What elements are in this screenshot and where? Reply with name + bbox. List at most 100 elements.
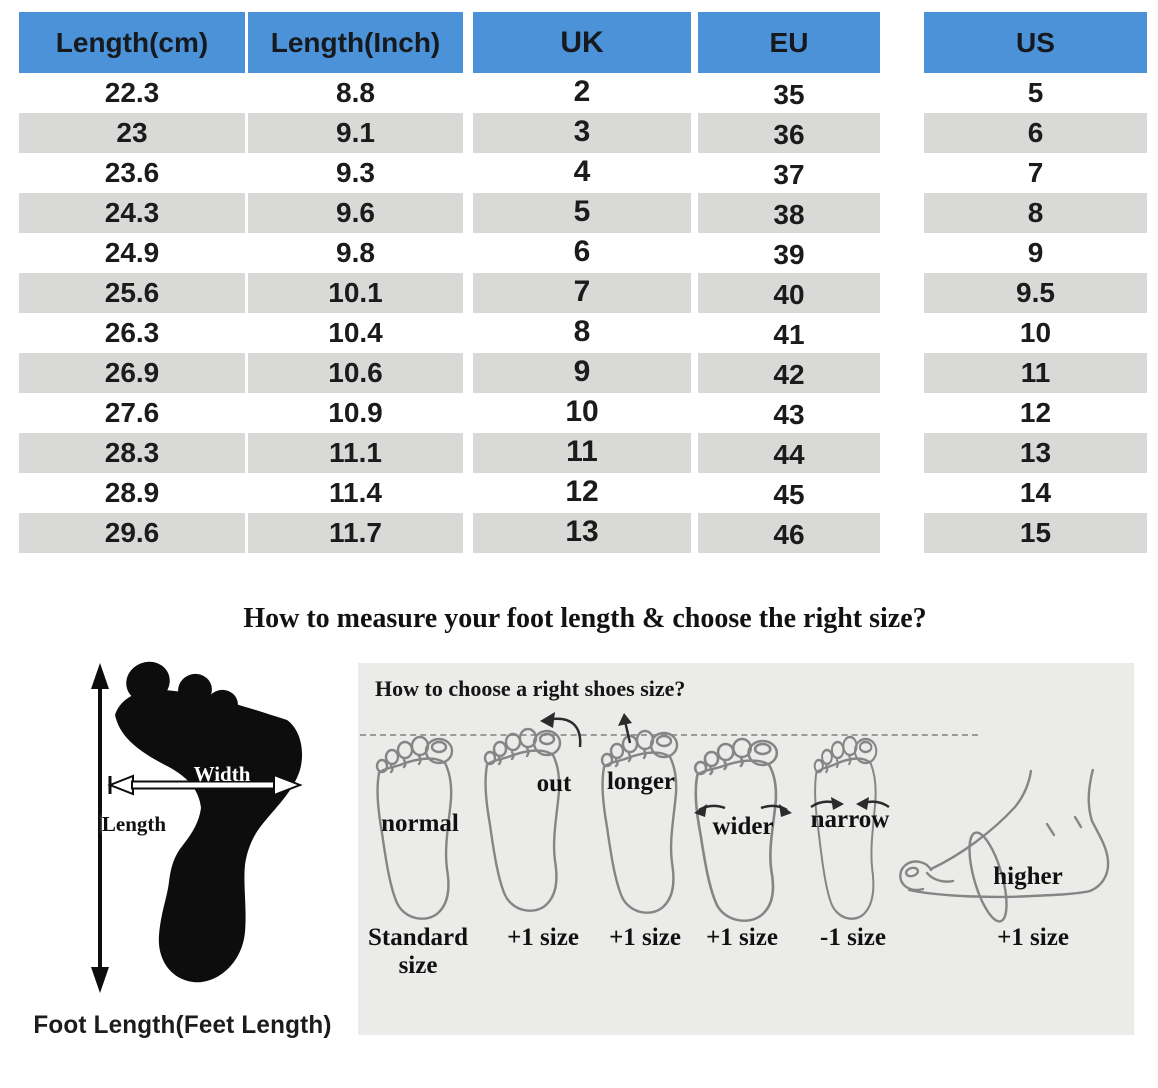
cell-cm: 23: [19, 113, 245, 153]
cell-cm: 29.6: [19, 513, 245, 553]
cell-eu: 41: [773, 319, 805, 350]
table-row: 24.9 9.8 6 39 9: [19, 233, 1147, 273]
cell-inch: 11.1: [248, 433, 463, 473]
cell-us: 8: [924, 193, 1147, 233]
width-arrow-icon: [107, 773, 303, 797]
caption-minus1-narrow: -1 size: [820, 924, 886, 951]
table-row: 26.3 10.4 8 41 10: [19, 313, 1147, 353]
cell-cm: 22.3: [104, 77, 160, 108]
table-row: 24.3 9.6 5 38 8: [19, 193, 1147, 233]
cell-us: 7: [1027, 157, 1044, 188]
cell-uk: 13: [473, 513, 691, 553]
cell-uk: 6: [573, 235, 591, 268]
header-us: US: [924, 12, 1147, 73]
cell-uk: 2: [573, 75, 591, 108]
cell-uk: 8: [573, 315, 591, 348]
footprint-diagram-graphic: [91, 661, 303, 993]
caption-plus1-wider: +1 size: [706, 924, 778, 951]
cell-cm: 24.3: [19, 193, 245, 233]
longer-arrow-icon: [618, 713, 632, 744]
cell-cm: 28.3: [19, 433, 245, 473]
label-out: out: [536, 770, 572, 797]
header-eu: EU: [698, 12, 880, 73]
cell-inch: 9.3: [336, 157, 375, 188]
table-row: 22.3 8.8 2 35 5: [19, 73, 1147, 113]
caption-plus1-higher: +1 size: [997, 924, 1069, 951]
size-conversion-table: Length(cm) Length(Inch) UK EU US 22.3 8.…: [19, 12, 1147, 553]
cell-uk: 4: [573, 155, 591, 188]
header-uk: UK: [473, 12, 691, 73]
shoe-size-guide-panel: How to choose a right shoes size?: [358, 663, 1134, 1035]
header-length-inch: Length(Inch): [248, 12, 463, 73]
cell-us: 9: [1027, 237, 1044, 268]
cell-us: 5: [1027, 77, 1044, 108]
cell-eu: 37: [773, 159, 805, 190]
cell-us: 14: [1019, 477, 1052, 508]
cell-eu: 44: [698, 433, 880, 473]
cell-uk: 11: [473, 433, 691, 473]
cell-uk: 3: [473, 113, 691, 153]
cell-cm: 23.6: [104, 157, 160, 188]
table-row: 25.6 10.1 7 40 9.5: [19, 273, 1147, 313]
header-length-cm: Length(cm): [19, 12, 245, 73]
table-row: 23.6 9.3 4 37 7: [19, 153, 1147, 193]
cell-eu: 36: [698, 113, 880, 153]
cell-eu: 40: [698, 273, 880, 313]
label-narrow: narrow: [810, 806, 890, 833]
out-arrow-icon: [540, 712, 582, 748]
cell-inch: 9.8: [336, 237, 375, 268]
cell-cm: 26.9: [19, 353, 245, 393]
foot-measure-diagram: Width Length Foot Length(Feet Length): [10, 655, 355, 1060]
cell-inch: 9.6: [248, 193, 463, 233]
cell-inch: 10.6: [248, 353, 463, 393]
label-longer: longer: [606, 768, 676, 795]
cell-eu: 42: [698, 353, 880, 393]
cell-eu: 35: [773, 79, 805, 110]
label-wider: wider: [712, 813, 774, 840]
cell-us: 10: [1019, 317, 1052, 348]
cell-us: 12: [1019, 397, 1052, 428]
section-title: How to measure your foot length & choose…: [243, 603, 927, 634]
table-row: 26.9 10.6 9 42 11: [19, 353, 1147, 393]
cell-cm: 25.6: [19, 273, 245, 313]
cell-inch: 9.1: [248, 113, 463, 153]
cell-inch: 10.9: [328, 397, 383, 428]
table-row: 27.6 10.9 10 43 12: [19, 393, 1147, 433]
cell-eu: 46: [698, 513, 880, 553]
table-row: 23 9.1 3 36 6: [19, 113, 1147, 153]
foot-outline-longer: [600, 729, 690, 919]
cell-inch: 10.1: [248, 273, 463, 313]
length-arrow-icon: [91, 663, 109, 993]
label-higher: higher: [993, 863, 1063, 890]
cell-eu: 43: [773, 399, 805, 430]
width-label: Width: [193, 762, 251, 786]
foot-side-profile: [899, 769, 1110, 923]
cell-cm: 28.9: [104, 477, 160, 508]
wider-arrows-icon: [694, 804, 792, 817]
cell-us: 15: [924, 513, 1147, 553]
cell-us: 11: [924, 353, 1147, 393]
footprint-silhouette: [115, 661, 303, 983]
caption-plus1-longer: +1 size: [609, 924, 681, 951]
cell-eu: 39: [773, 239, 805, 270]
cell-uk: 12: [565, 475, 599, 508]
foot-length-caption: Foot Length(Feet Length): [33, 1011, 332, 1039]
cell-inch: 10.4: [328, 317, 383, 348]
cell-uk: 10: [565, 395, 599, 428]
cell-inch: 11.4: [329, 477, 382, 508]
caption-plus1-out: +1 size: [507, 924, 579, 951]
length-label: Length: [101, 812, 167, 836]
cell-eu: 45: [773, 479, 805, 510]
table-row: 29.6 11.7 13 46 15: [19, 513, 1147, 553]
cell-eu: 38: [698, 193, 880, 233]
cell-cm: 27.6: [104, 397, 160, 428]
table-row: 28.9 11.4 12 45 14: [19, 473, 1147, 513]
cell-cm: 26.3: [104, 317, 160, 348]
foot-outline-out: [483, 727, 573, 917]
table-row: 28.3 11.1 11 44 13: [19, 433, 1147, 473]
cell-uk: 5: [473, 193, 691, 233]
cell-uk: 7: [473, 273, 691, 313]
cell-inch: 11.7: [248, 513, 463, 553]
cell-us: 9.5: [924, 273, 1147, 313]
